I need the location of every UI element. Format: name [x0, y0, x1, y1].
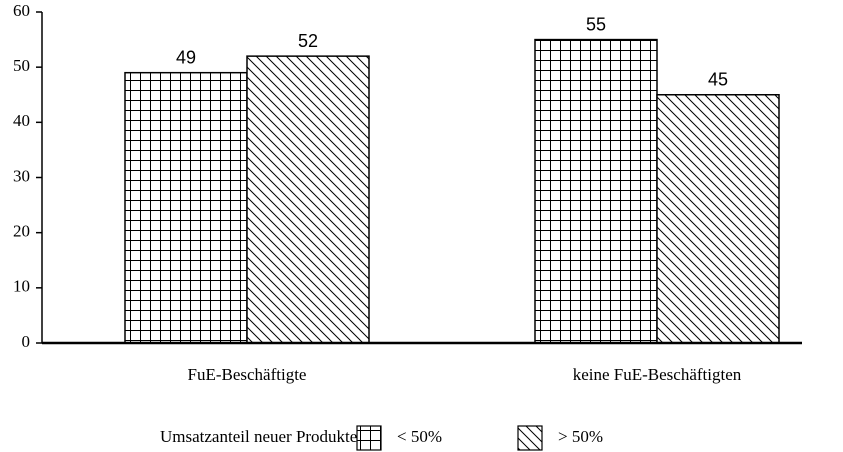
y-tick-label: 30 [13, 166, 30, 185]
y-tick-label: 60 [13, 1, 30, 20]
legend-swatch [517, 425, 543, 451]
y-tick-label: 40 [13, 111, 30, 130]
value-label: 49 [176, 47, 196, 67]
bar [534, 38, 658, 344]
legend-title: Umsatzanteil neuer Produkte: [160, 427, 362, 446]
y-tick-label: 50 [13, 56, 30, 75]
value-label: 55 [586, 14, 606, 34]
value-label: 52 [298, 31, 318, 51]
x-tick-label: FuE-Beschäftigte [188, 365, 307, 384]
bar [124, 71, 248, 344]
value-label: 45 [708, 70, 728, 90]
x-tick-label: keine FuE-Beschäftigten [573, 365, 742, 384]
y-tick-label: 10 [13, 277, 30, 296]
legend-swatch [356, 425, 382, 451]
legend-label: < 50% [397, 427, 442, 446]
y-tick-label: 20 [13, 222, 30, 241]
bar [246, 55, 370, 344]
y-tick-label: 0 [22, 332, 31, 351]
bar [656, 94, 780, 344]
legend-label: > 50% [558, 427, 603, 446]
